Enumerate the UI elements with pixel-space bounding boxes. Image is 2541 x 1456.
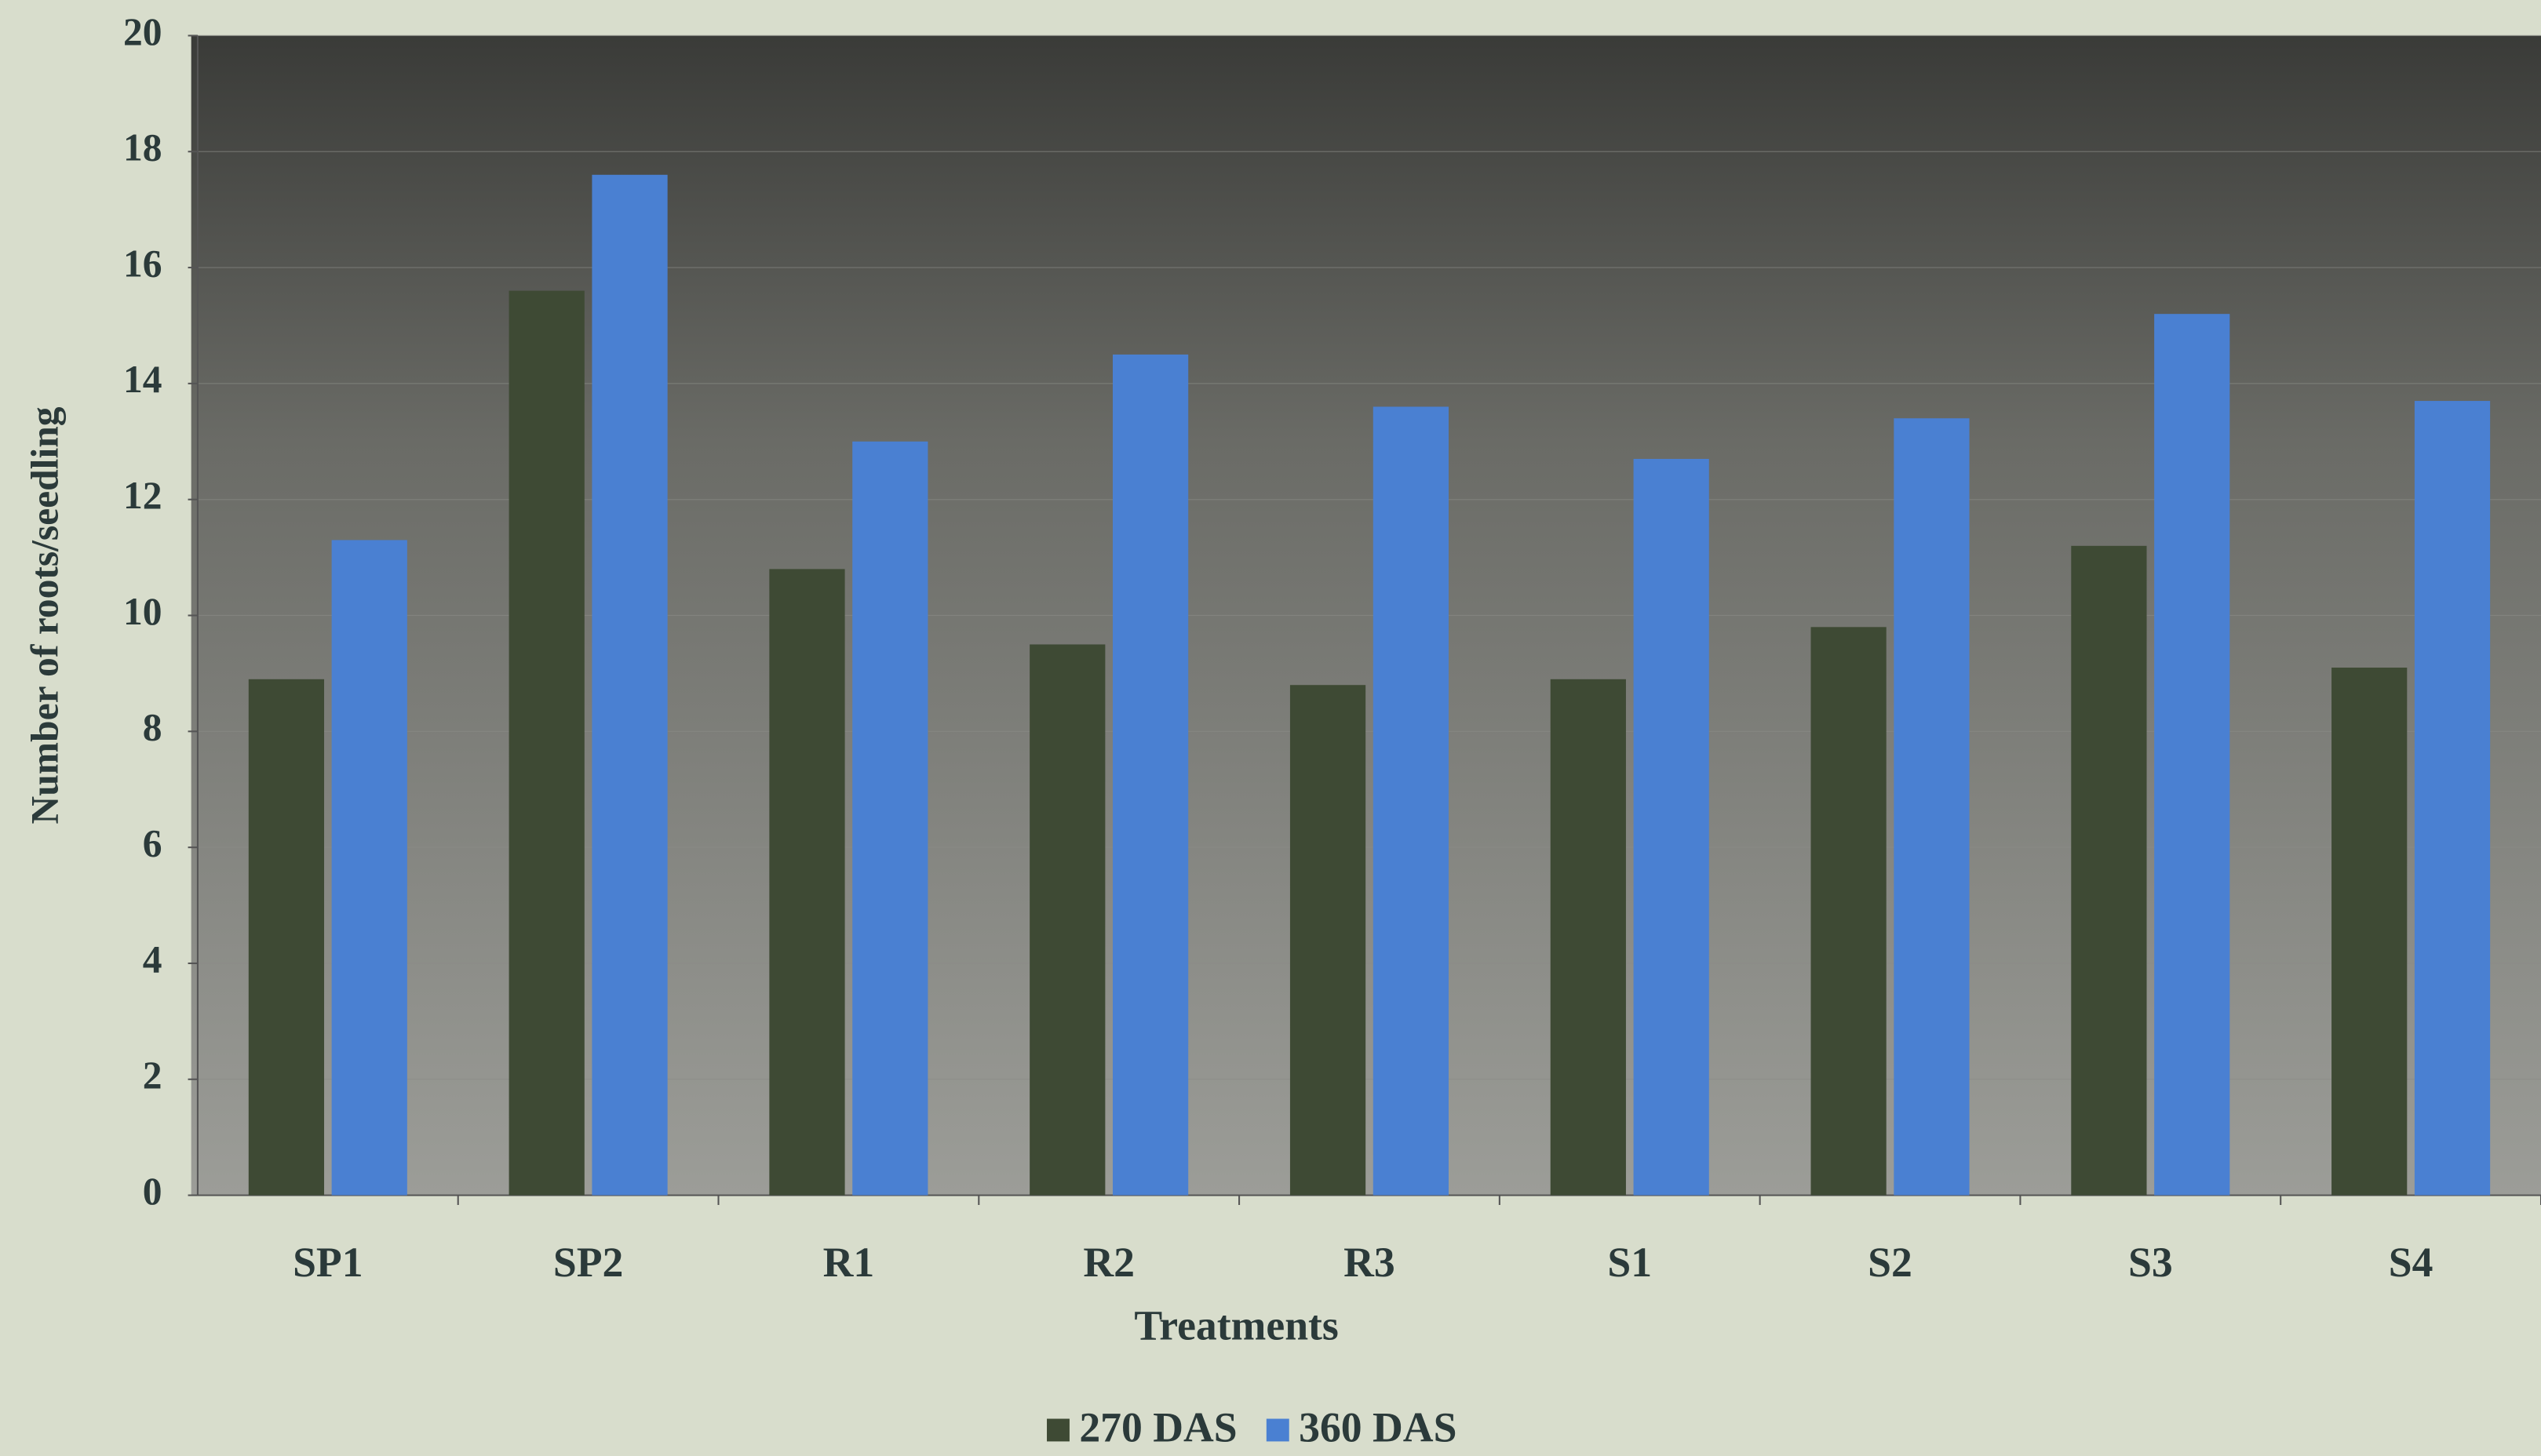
x-tick-label: R2 bbox=[1083, 1239, 1135, 1286]
bar bbox=[592, 174, 668, 1196]
y-tick-label: 4 bbox=[143, 937, 162, 981]
bar bbox=[1633, 458, 1709, 1196]
y-tick-label: 6 bbox=[143, 822, 162, 865]
legend-label: 360 DAS bbox=[1299, 1403, 1456, 1451]
x-axis-label: Treatments bbox=[1134, 1301, 1338, 1349]
x-tick-label: S4 bbox=[2389, 1239, 2433, 1286]
y-tick-label: 10 bbox=[123, 590, 162, 633]
bar bbox=[1550, 679, 1626, 1196]
bar bbox=[769, 569, 845, 1196]
y-tick-label: 8 bbox=[143, 706, 162, 749]
bar bbox=[1373, 406, 1449, 1196]
y-tick-label: 12 bbox=[123, 474, 162, 517]
bar bbox=[1112, 354, 1189, 1196]
y-tick-label: 20 bbox=[123, 10, 162, 53]
bar bbox=[1030, 644, 1106, 1196]
x-tick-label: S2 bbox=[1868, 1239, 1912, 1286]
y-tick-label: 14 bbox=[123, 358, 162, 401]
bar bbox=[509, 290, 585, 1196]
bar bbox=[2414, 401, 2491, 1196]
bar bbox=[852, 441, 928, 1196]
bar bbox=[2154, 314, 2230, 1196]
x-tick-label: SP2 bbox=[553, 1239, 623, 1286]
bar bbox=[248, 679, 325, 1196]
legend-swatch bbox=[1047, 1418, 1070, 1442]
bar bbox=[1289, 685, 1366, 1196]
legend-swatch bbox=[1266, 1418, 1289, 1442]
x-tick-label: SP1 bbox=[293, 1239, 363, 1286]
x-tick-label: S3 bbox=[2128, 1239, 2173, 1286]
y-tick-label: 0 bbox=[143, 1170, 162, 1213]
x-tick-label: S1 bbox=[1607, 1239, 1652, 1286]
y-tick-label: 18 bbox=[123, 126, 162, 169]
x-tick-label: R3 bbox=[1343, 1239, 1395, 1286]
bar bbox=[1894, 418, 1970, 1196]
legend-label: 270 DAS bbox=[1079, 1403, 1237, 1451]
bar bbox=[331, 540, 407, 1196]
y-axis-label: Number of roots/seedling bbox=[23, 406, 66, 824]
y-tick-label: 16 bbox=[123, 242, 162, 285]
bar bbox=[1810, 627, 1887, 1196]
bar bbox=[2331, 668, 2408, 1196]
bar bbox=[2071, 545, 2147, 1196]
x-tick-label: R1 bbox=[823, 1239, 875, 1286]
y-tick-label: 2 bbox=[143, 1054, 162, 1097]
